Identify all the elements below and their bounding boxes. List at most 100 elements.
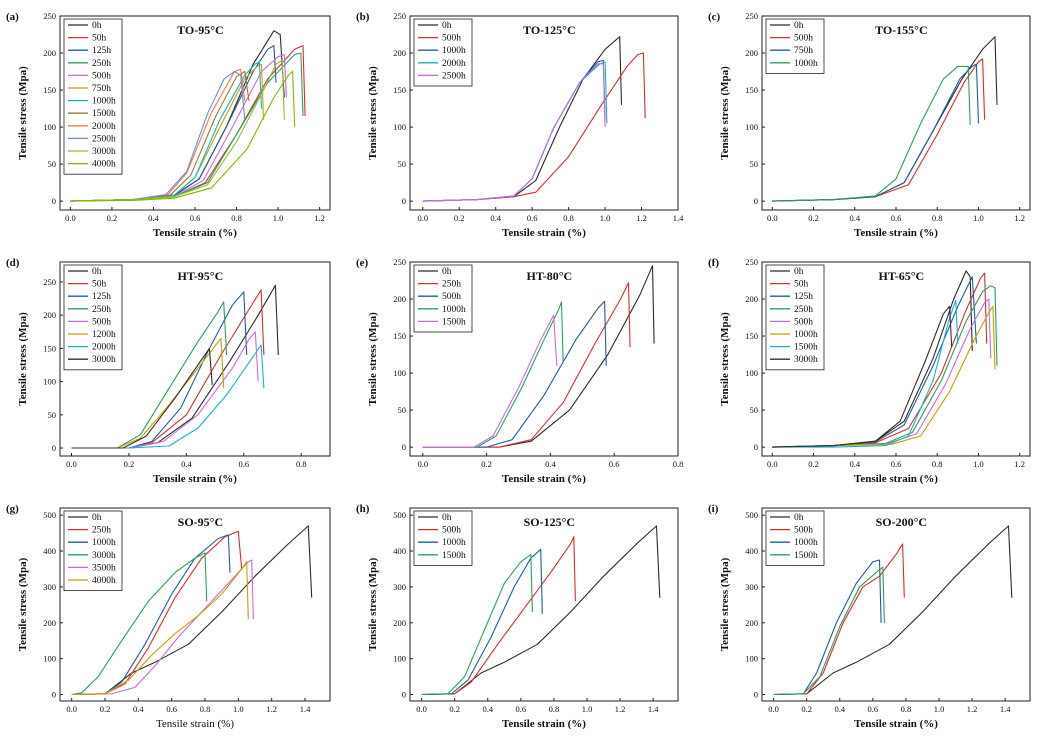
series-line-500h [773, 543, 905, 696]
x-axis-label: Tensile strain (%) [854, 718, 938, 730]
legend-entry: 1500h [794, 551, 818, 561]
y-tick-label: 150 [43, 85, 56, 95]
x-tick-label: 0.4 [834, 704, 845, 714]
x-axis-label: Tensile strain (%) [502, 227, 586, 239]
x-tick-label: 0.2 [481, 459, 492, 469]
y-axis-label: Tensile stress (Mpa) [719, 66, 731, 160]
series-line-1500h [772, 299, 959, 448]
legend-box [765, 510, 825, 566]
legend-entry: 500h [794, 34, 813, 44]
legend-entry: 0h [794, 21, 804, 31]
y-tick-label: 0 [402, 442, 406, 452]
x-tick-label: 0.8 [932, 213, 943, 223]
x-tick-label: 0.2 [454, 213, 465, 223]
x-tick-label: 0.8 [932, 459, 943, 469]
series-line-250h [422, 282, 631, 448]
x-tick-label: 1.0 [934, 704, 945, 714]
panel-label: (g) [6, 503, 19, 515]
chart-title: TO-125°C [523, 23, 576, 37]
y-tick-label: 200 [393, 294, 406, 304]
plot-frame [409, 261, 679, 457]
x-tick-label: 0.0 [417, 459, 428, 469]
panel-label: (c) [708, 11, 721, 23]
legend-entry: 1000h [442, 305, 466, 315]
legend-entry: 2500h [442, 71, 466, 81]
y-tick-label: 400 [745, 546, 758, 556]
y-tick-label: 200 [43, 48, 56, 58]
legend-entry: 1500h [442, 317, 466, 327]
y-tick-label: 0 [52, 196, 56, 206]
y-tick-label: 100 [745, 654, 758, 664]
x-tick-label: 0.8 [231, 213, 242, 223]
x-tick-label: 0.4 [545, 459, 556, 469]
y-tick-label: 200 [393, 618, 406, 628]
y-tick-label: 250 [745, 257, 758, 267]
y-tick-label: 0 [402, 196, 406, 206]
x-tick-label: 1.2 [1014, 459, 1025, 469]
legend-entry: 1500h [794, 343, 818, 353]
chart-panel: (g) 0 100 200 300 400 500 0.0 0.2 0.4 0.6 0.8 1.0 1.2… [6, 503, 331, 730]
y-tick-label: 0 [754, 690, 758, 700]
chart-panel: (h) 0 100 200 300 400 500 0.0 0.2 0.4 0.6 0.8 1.0 1.2… [356, 503, 679, 730]
y-tick-label: 50 [398, 159, 407, 169]
x-tick-label: 0.0 [416, 704, 427, 714]
legend-box [765, 18, 825, 74]
chart-panel: (c) 0 50 100 150 200 250 0.0 0.2 0.4 0.6 0.8 1.0 1.2 T… [708, 11, 1031, 239]
series-line-1500h [421, 554, 533, 696]
series-line-3500h [71, 559, 254, 696]
legend-entry: 1000h [92, 97, 116, 107]
legend-entry: 1000h [794, 538, 818, 548]
x-tick-label: 0.2 [801, 704, 812, 714]
y-axis-label: Tensile stress (Mpa) [719, 557, 731, 651]
y-axis-label: Tensile stress (Mpa) [367, 66, 379, 160]
x-tick-label: 0.4 [133, 704, 144, 714]
y-tick-label: 300 [745, 582, 758, 592]
x-tick-label: 1.0 [600, 213, 611, 223]
legend-entry: 2000h [442, 59, 466, 69]
legend-entry: 50h [92, 34, 107, 44]
legend-box [63, 18, 123, 175]
legend-box [63, 510, 123, 591]
series-line-3000h [71, 347, 213, 449]
y-tick-label: 100 [745, 122, 758, 132]
legend-entry: 0h [92, 513, 102, 523]
x-tick-label: 0.4 [490, 213, 501, 223]
legend-entry: 1200h [92, 330, 116, 340]
legend-entry: 750h [92, 84, 111, 94]
legend-entry: 500h [794, 317, 813, 327]
y-axis-label: Tensile stress (Mpa) [17, 312, 29, 406]
x-tick-label: 0.0 [768, 704, 779, 714]
x-axis-label: Tensile strain (%) [153, 227, 237, 239]
legend-entry: 0h [794, 267, 804, 277]
legend-entry: 0h [442, 513, 452, 523]
x-tick-label: 0.6 [609, 459, 620, 469]
y-tick-label: 250 [393, 11, 406, 21]
y-tick-label: 150 [43, 343, 56, 353]
y-tick-label: 100 [43, 654, 56, 664]
legend-entry: 3500h [92, 563, 116, 573]
y-tick-label: 300 [43, 582, 56, 592]
x-tick-label: 1.0 [582, 704, 593, 714]
chart-title: SO-95°C [178, 515, 223, 529]
x-tick-label: 1.4 [300, 704, 311, 714]
y-tick-label: 200 [745, 294, 758, 304]
y-tick-label: 200 [43, 618, 56, 628]
chart-panel: (e) 0 50 100 150 200 250 0.0 0.2 0.4 0.6 0.8 Tensile… [356, 257, 683, 485]
series-line-3000h [772, 305, 953, 448]
y-tick-label: 100 [43, 122, 56, 132]
plot-frame [409, 15, 679, 211]
x-tick-label: 0.8 [563, 213, 574, 223]
x-tick-label: 1.4 [1000, 704, 1011, 714]
y-axis-label: Tensile stress (Mpa) [719, 312, 731, 406]
y-tick-label: 50 [48, 410, 57, 420]
legend-entry: 2500h [92, 134, 116, 144]
x-tick-label: 0.8 [549, 704, 560, 714]
plot-frame [59, 261, 331, 457]
legend-entry: 500h [442, 292, 461, 302]
y-tick-label: 0 [402, 690, 406, 700]
legend-entry: 50h [92, 280, 107, 290]
chart-panel: (f) 0 50 100 150 200 250 0.0 0.2 0.4 0.6 0.8 1.0 1.2 T… [708, 257, 1031, 485]
legend-entry: 1000h [92, 538, 116, 548]
panel-label: (f) [708, 257, 719, 269]
